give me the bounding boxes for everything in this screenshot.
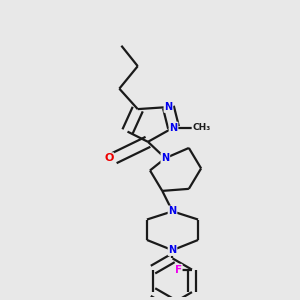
Text: N: N xyxy=(168,206,177,216)
Text: N: N xyxy=(161,153,169,163)
Text: F: F xyxy=(175,265,182,275)
Text: N: N xyxy=(168,245,177,255)
Text: N: N xyxy=(169,122,178,133)
Text: O: O xyxy=(104,153,113,163)
Text: CH₃: CH₃ xyxy=(192,123,211,132)
Text: N: N xyxy=(164,102,172,112)
